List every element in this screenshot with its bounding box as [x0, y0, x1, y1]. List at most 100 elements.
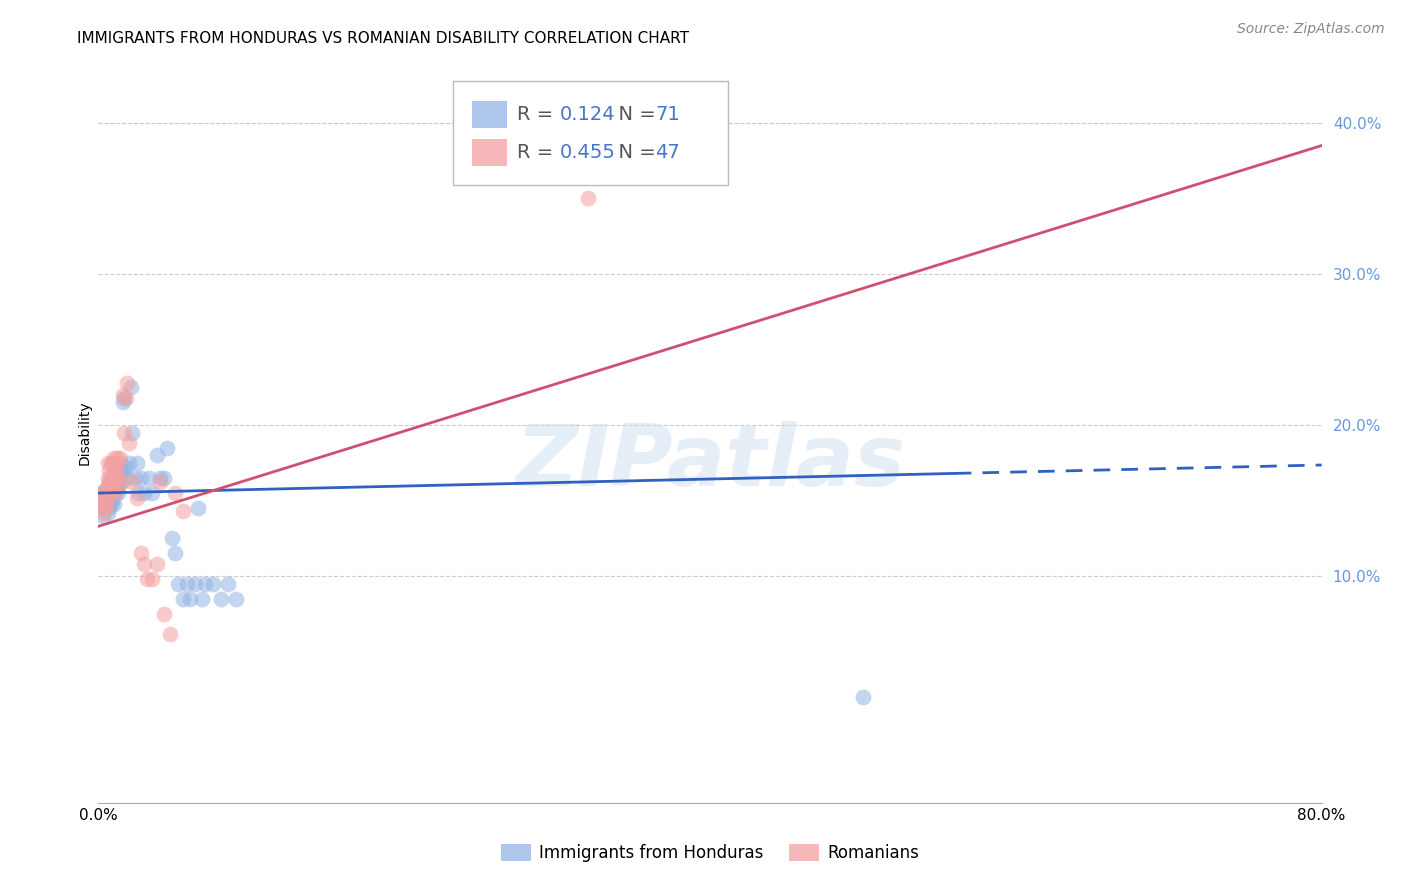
- Point: [153, 607, 176, 621]
- Point: [118, 456, 141, 470]
- Point: [107, 478, 129, 492]
- Point: [127, 486, 149, 500]
- Point: [100, 456, 122, 470]
- Point: [93, 486, 115, 500]
- Point: [93, 497, 115, 511]
- Point: [108, 471, 131, 485]
- Point: [98, 475, 121, 490]
- Point: [217, 576, 239, 591]
- Point: [103, 497, 125, 511]
- Point: [576, 191, 599, 205]
- Point: [159, 626, 181, 640]
- Point: [91, 506, 114, 520]
- Point: [852, 690, 875, 704]
- Point: [141, 572, 163, 586]
- Point: [115, 460, 138, 475]
- Point: [103, 463, 125, 477]
- FancyBboxPatch shape: [453, 81, 728, 185]
- Text: 71: 71: [655, 104, 679, 124]
- Text: Source: ZipAtlas.com: Source: ZipAtlas.com: [1237, 22, 1385, 37]
- Point: [121, 425, 143, 440]
- Point: [167, 576, 190, 591]
- Point: [103, 478, 125, 492]
- Point: [111, 388, 134, 402]
- Point: [94, 501, 117, 516]
- Point: [125, 491, 148, 505]
- Text: 0.124: 0.124: [560, 104, 616, 124]
- Point: [191, 591, 214, 606]
- Point: [111, 463, 134, 477]
- Point: [138, 471, 160, 485]
- Point: [91, 508, 114, 523]
- Point: [225, 591, 247, 606]
- Point: [120, 380, 142, 394]
- Point: [105, 460, 128, 475]
- Point: [107, 463, 129, 477]
- Point: [108, 456, 131, 470]
- Point: [93, 486, 115, 500]
- Point: [145, 557, 167, 571]
- Point: [153, 471, 176, 485]
- Text: 0.455: 0.455: [560, 144, 616, 162]
- Point: [172, 591, 194, 606]
- Point: [89, 493, 111, 508]
- Point: [194, 576, 217, 591]
- Point: [136, 572, 159, 586]
- Point: [172, 504, 194, 518]
- Point: [93, 497, 115, 511]
- Point: [103, 486, 125, 500]
- Point: [94, 491, 117, 505]
- Point: [104, 475, 127, 490]
- Point: [97, 506, 120, 520]
- Point: [97, 456, 120, 470]
- Point: [101, 456, 124, 470]
- Point: [94, 501, 117, 516]
- Text: R =: R =: [517, 104, 560, 124]
- Point: [125, 456, 148, 470]
- Point: [94, 482, 117, 496]
- Point: [105, 471, 128, 485]
- Point: [97, 471, 120, 485]
- Point: [91, 501, 114, 516]
- Point: [117, 376, 139, 390]
- Point: [105, 451, 128, 466]
- Point: [115, 391, 138, 405]
- Legend: Immigrants from Honduras, Romanians: Immigrants from Honduras, Romanians: [495, 837, 925, 869]
- Point: [100, 486, 122, 500]
- Point: [121, 475, 143, 490]
- Point: [107, 471, 129, 485]
- Point: [98, 463, 121, 477]
- Point: [98, 497, 121, 511]
- Point: [110, 475, 132, 490]
- Point: [91, 486, 114, 500]
- Point: [176, 576, 198, 591]
- Text: N =: N =: [606, 144, 662, 162]
- Point: [202, 576, 225, 591]
- Point: [90, 493, 112, 508]
- Text: 47: 47: [655, 144, 679, 162]
- Point: [129, 547, 152, 561]
- Point: [101, 482, 124, 496]
- FancyBboxPatch shape: [471, 139, 508, 166]
- Point: [101, 475, 124, 490]
- Point: [163, 547, 186, 561]
- Point: [145, 448, 167, 462]
- Point: [104, 467, 127, 481]
- Point: [163, 486, 186, 500]
- Point: [110, 463, 132, 477]
- Y-axis label: Disability: Disability: [77, 401, 91, 465]
- FancyBboxPatch shape: [471, 101, 508, 128]
- Point: [129, 471, 152, 485]
- Point: [94, 482, 117, 496]
- Point: [98, 501, 121, 516]
- Point: [149, 475, 172, 490]
- Point: [98, 486, 121, 500]
- Text: ZIPatlas: ZIPatlas: [515, 421, 905, 504]
- Point: [111, 395, 134, 409]
- Point: [98, 486, 121, 500]
- Text: R =: R =: [517, 144, 560, 162]
- Point: [134, 557, 156, 571]
- Point: [97, 484, 120, 499]
- Point: [184, 576, 207, 591]
- Text: IMMIGRANTS FROM HONDURAS VS ROMANIAN DISABILITY CORRELATION CHART: IMMIGRANTS FROM HONDURAS VS ROMANIAN DIS…: [77, 31, 689, 46]
